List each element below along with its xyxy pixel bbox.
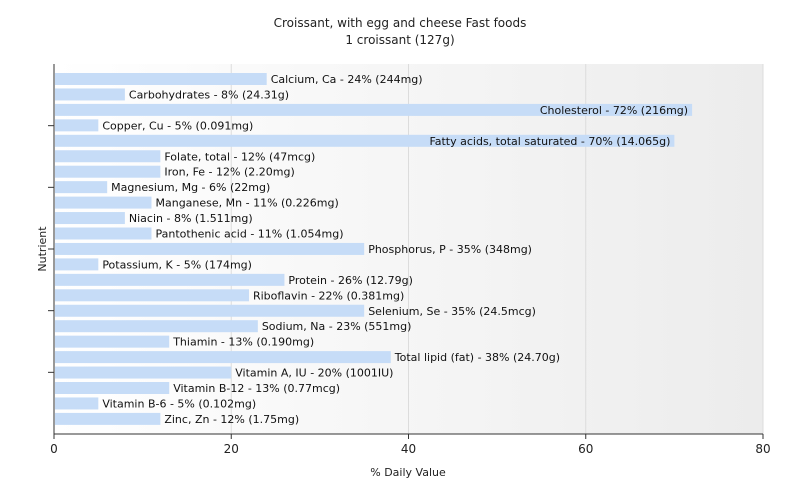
bar [55,227,152,240]
x-axis-label: % Daily Value [370,466,446,479]
bar-label: Carbohydrates - 8% (24.31g) [129,88,289,101]
bar-labels: Calcium, Ca - 24% (244mg) Carbohydrates -… [102,73,688,426]
bar-label: Phosphorus, P - 35% (348mg) [368,243,532,256]
x-tick-label: 80 [755,442,770,456]
bar-label: Manganese, Mn - 11% (0.226mg) [155,197,338,210]
bar [55,351,391,364]
bar [55,165,161,178]
bar-label: Thiamin - 13% (0.190mg) [172,336,314,349]
bar [55,412,161,425]
bar-label: Total lipid (fat) - 38% (24.70g) [394,351,560,364]
x-tick-label: 0 [50,442,58,456]
bar [55,289,249,302]
bar [55,397,99,410]
bar-label: Magnesium, Mg - 6% (22mg) [111,181,270,194]
x-tick-label: 60 [578,442,593,456]
bar-label: Cholesterol - 72% (216mg) [540,104,688,117]
bar-label: Copper, Cu - 5% (0.091mg) [102,119,253,132]
bar-label: Sodium, Na - 23% (551mg) [262,320,412,333]
bar-label: Niacin - 8% (1.511mg) [129,212,253,225]
bar [55,273,285,286]
bar-label: Iron, Fe - 12% (2.20mg) [164,166,294,179]
bar-label: Zinc, Zn - 12% (1.75mg) [164,413,299,426]
bar-label: Vitamin B-12 - 13% (0.77mcg) [173,382,340,395]
bar [55,212,125,225]
bar-label: Selenium, Se - 35% (24.5mcg) [368,305,536,318]
bar-label: Calcium, Ca - 24% (244mg) [271,73,423,86]
x-tick-label: 20 [224,442,239,456]
bars [55,73,693,425]
bar-label: Pantothenic acid - 11% (1.054mg) [155,228,343,241]
bar [55,335,170,348]
bar [55,242,365,255]
bar-label: Vitamin B-6 - 5% (0.102mg) [102,397,256,410]
bar [55,304,365,317]
bar [55,73,267,85]
bar-label: Riboflavin - 22% (0.381mg) [253,289,404,302]
bar [55,150,161,163]
chart-subtitle: 1 croissant (127g) [345,33,454,47]
bar-label: Vitamin A, IU - 20% (1001IU) [235,367,393,380]
chart-title: Croissant, with egg and cheese Fast food… [274,16,527,30]
bar [55,103,693,116]
bar [55,320,258,333]
bar [55,181,108,194]
y-axis-label: Nutrient [36,226,49,272]
bar-label: Fatty acids, total saturated - 70% (14.0… [429,135,670,148]
x-ticks: 0 20 40 60 80 [50,434,771,456]
bar [55,88,125,101]
bar [55,382,170,394]
bar [55,366,232,379]
bar [55,119,99,132]
bar-label: Potassium, K - 5% (174mg) [102,258,252,271]
bar [55,196,152,209]
bar [55,134,675,147]
bar-label: Folate, total - 12% (47mcg) [164,150,315,163]
bar-label: Protein - 26% (12.79g) [288,274,413,287]
x-tick-label: 40 [401,442,416,456]
bar [55,258,99,271]
